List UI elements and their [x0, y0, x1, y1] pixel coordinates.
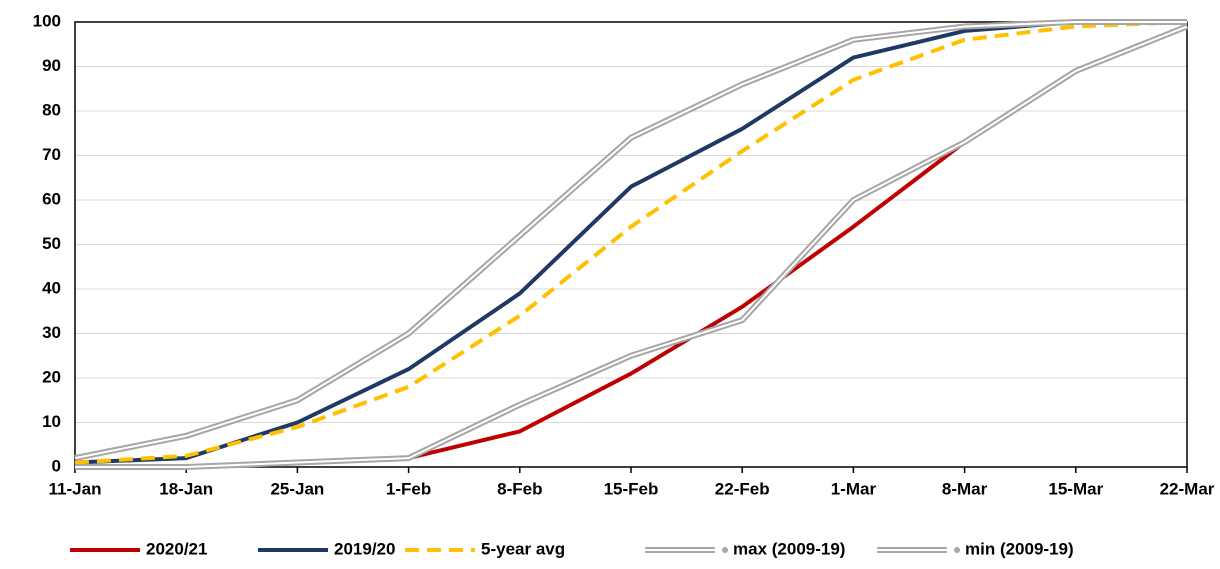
x-tick-label: 11-Jan	[49, 479, 102, 498]
y-tick-label: 20	[42, 367, 61, 386]
series-line-inner	[74, 21, 1187, 460]
x-tick-label: 1-Mar	[831, 479, 877, 498]
x-tick-label: 15-Feb	[604, 479, 659, 498]
x-tick-label: 8-Feb	[497, 479, 542, 498]
legend-label: 5-year avg	[481, 539, 565, 558]
y-tick-label: 100	[33, 11, 61, 30]
y-tick-label: 70	[42, 145, 61, 164]
y-tick-label: 40	[42, 278, 61, 297]
y-tick-label: 10	[42, 412, 61, 431]
x-tick-label: 15-Mar	[1048, 479, 1103, 498]
y-tick-label: 60	[42, 189, 61, 208]
series-line	[74, 19, 1187, 462]
legend-label: 2019/20	[334, 539, 395, 558]
y-tick-label: 80	[42, 100, 61, 119]
y-tick-label: 50	[42, 234, 61, 253]
legend-dot	[954, 547, 960, 553]
x-tick-label: 8-Mar	[942, 479, 988, 498]
series-line	[74, 20, 1188, 465]
legend-label: max (2009-19)	[733, 539, 845, 558]
x-tick-label: 1-Feb	[386, 479, 431, 498]
legend-dot	[722, 547, 728, 553]
series-line	[75, 140, 966, 469]
series-line	[75, 23, 1189, 470]
series-line	[74, 20, 1187, 465]
x-tick-label: 18-Jan	[159, 479, 213, 498]
y-tick-label: 30	[42, 323, 61, 342]
y-tick-label: 0	[52, 456, 61, 475]
legend-label: min (2009-19)	[965, 539, 1074, 558]
x-tick-label: 22-Feb	[715, 479, 770, 498]
y-tick-label: 90	[42, 56, 61, 75]
legend-label: 2020/21	[146, 539, 207, 558]
series-line-inner	[75, 25, 1188, 468]
x-tick-label: 22-Mar	[1160, 479, 1215, 498]
x-tick-label: 25-Jan	[270, 479, 324, 498]
